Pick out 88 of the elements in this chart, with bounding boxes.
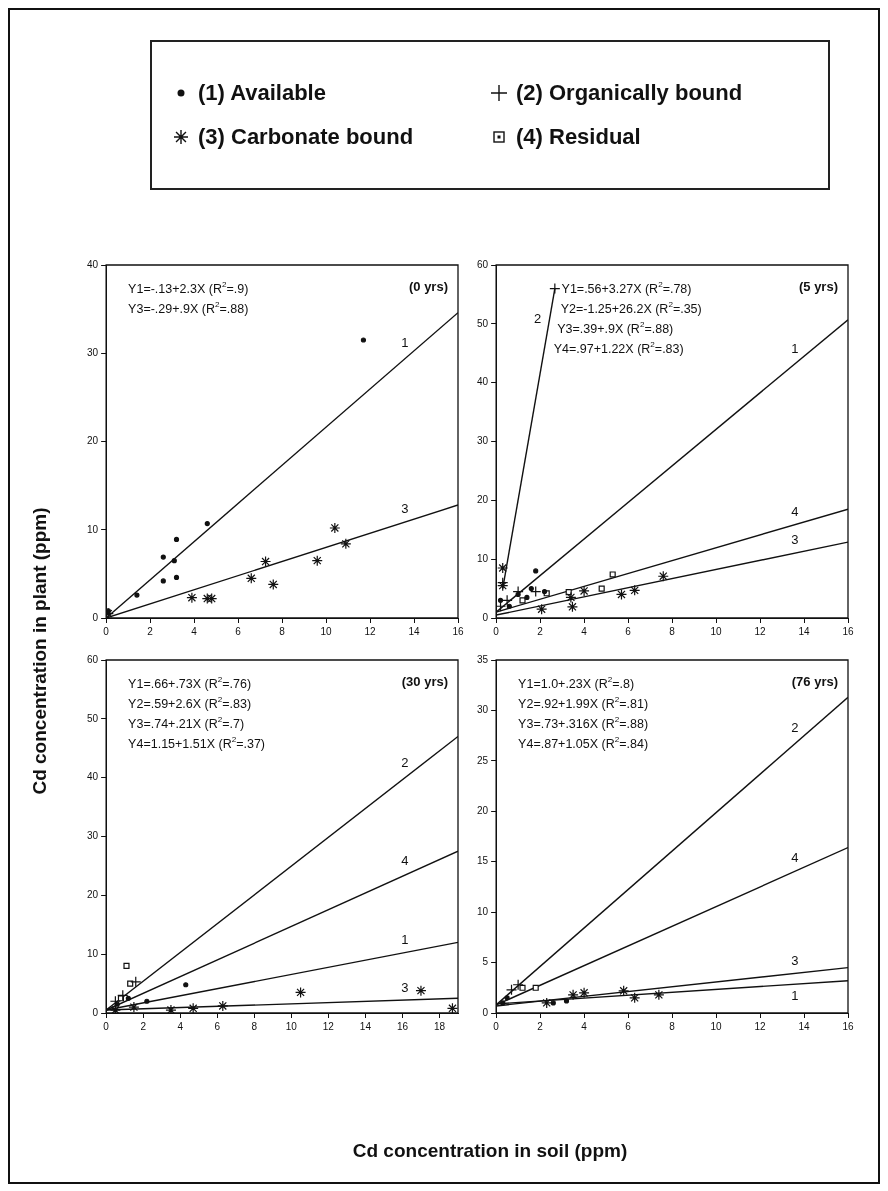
y-tick-label: 25 bbox=[477, 754, 489, 766]
x-tick-label: 6 bbox=[235, 625, 242, 637]
y-tick-label: 10 bbox=[477, 552, 489, 564]
x-tick-label: 10 bbox=[285, 1020, 298, 1032]
series-label: 4 bbox=[401, 853, 409, 869]
y-tick-label: 40 bbox=[87, 771, 99, 783]
y-tick-label: 20 bbox=[87, 889, 99, 901]
series-label: 3 bbox=[401, 500, 409, 516]
series-label: 4 bbox=[791, 503, 799, 519]
y-tick-label: 60 bbox=[477, 258, 489, 270]
y-tick-label: 10 bbox=[87, 947, 99, 959]
y-tick-label: 20 bbox=[477, 494, 489, 506]
x-tick-label: 6 bbox=[214, 1020, 221, 1032]
text: (0 yrs) bbox=[408, 279, 448, 294]
x-tick-label: 14 bbox=[798, 1020, 811, 1032]
series-label: 1 bbox=[401, 931, 409, 947]
legend-label: (4) Residual bbox=[516, 124, 641, 150]
y-tick-label: 40 bbox=[477, 376, 489, 388]
x-tick-label: 16 bbox=[842, 1020, 854, 1032]
y-tick-label: 0 bbox=[92, 1006, 99, 1018]
x-tick-label: 10 bbox=[710, 1020, 723, 1032]
y-tick-label: 30 bbox=[477, 704, 489, 716]
x-tick-label: 10 bbox=[710, 625, 723, 637]
legend-label: (3) Carbonate bound bbox=[198, 124, 414, 150]
text: (30 yrs) bbox=[401, 674, 448, 689]
x-tick-label: 8 bbox=[251, 1020, 258, 1032]
x-tick-label: 4 bbox=[177, 1020, 184, 1032]
x-tick-label: 2 bbox=[537, 625, 544, 637]
y-tick-label: 30 bbox=[477, 435, 489, 447]
y-tick-label: 0 bbox=[92, 611, 99, 623]
legend-label: (2) Organically bound bbox=[516, 80, 743, 106]
x-tick-label: 14 bbox=[408, 625, 421, 637]
x-tick-label: 10 bbox=[320, 625, 333, 637]
x-tick-label: 6 bbox=[625, 625, 632, 637]
text: (5 yrs) bbox=[798, 279, 838, 294]
x-tick-label: 12 bbox=[754, 625, 767, 637]
x-tick-label: 12 bbox=[754, 1020, 767, 1032]
x-tick-label: 16 bbox=[842, 625, 854, 637]
x-tick-label: 2 bbox=[147, 625, 154, 637]
y-tick-label: 50 bbox=[477, 317, 489, 329]
y-tick-label: 10 bbox=[87, 523, 99, 535]
series-label: 1 bbox=[791, 340, 799, 356]
x-tick-label: 12 bbox=[364, 625, 377, 637]
y-tick-label: 0 bbox=[482, 1006, 489, 1018]
y-tick-label: 10 bbox=[477, 905, 489, 917]
y-tick-label: 20 bbox=[87, 435, 99, 447]
x-tick-label: 4 bbox=[191, 625, 198, 637]
series-label: 3 bbox=[791, 952, 799, 968]
text: (76 yrs) bbox=[791, 674, 838, 689]
series-label: 3 bbox=[791, 532, 799, 548]
series-label: 3 bbox=[401, 979, 409, 995]
x-tick-label: 8 bbox=[279, 625, 286, 637]
x-tick-label: 6 bbox=[625, 1020, 632, 1032]
legend-label: (1) Available bbox=[198, 80, 326, 106]
y-tick-label: 5 bbox=[482, 956, 489, 968]
series-label: 1 bbox=[791, 987, 799, 1003]
x-tick-label: 4 bbox=[581, 1020, 588, 1032]
y-tick-label: 20 bbox=[477, 805, 489, 817]
series-label: 1 bbox=[401, 335, 409, 351]
x-tick-label: 18 bbox=[433, 1020, 446, 1032]
y-axis-title: Cd concentration in plant (ppm) bbox=[29, 506, 51, 797]
y-tick-label: 35 bbox=[477, 653, 489, 665]
x-tick-label: 14 bbox=[798, 625, 811, 637]
x-tick-label: 8 bbox=[669, 1020, 676, 1032]
y-tick-label: 30 bbox=[87, 347, 99, 358]
y-tick-label: 50 bbox=[87, 712, 99, 724]
series-label: 4 bbox=[791, 849, 799, 865]
x-tick-label: 8 bbox=[669, 625, 676, 637]
x-tick-label: 16 bbox=[396, 1020, 409, 1032]
x-tick-label: 14 bbox=[359, 1020, 372, 1032]
x-tick-label: 4 bbox=[581, 625, 588, 637]
series-label: 2 bbox=[533, 310, 542, 326]
x-tick-label: 0 bbox=[493, 625, 500, 637]
x-tick-label: 12 bbox=[322, 1020, 335, 1032]
y-tick-label: 40 bbox=[87, 258, 99, 270]
y-tick-label: 15 bbox=[477, 855, 489, 867]
x-tick-label: 2 bbox=[537, 1020, 544, 1032]
y-tick-label: 60 bbox=[87, 653, 99, 665]
x-tick-label: 2 bbox=[140, 1020, 147, 1032]
series-label: 2 bbox=[401, 754, 409, 770]
x-tick-label: 0 bbox=[103, 1020, 110, 1032]
x-axis-title: Cd concentration in soil (ppm) bbox=[351, 1140, 629, 1162]
y-tick-label: 30 bbox=[87, 830, 99, 842]
series-label: 2 bbox=[791, 720, 799, 736]
x-tick-label: 0 bbox=[493, 1020, 500, 1032]
x-tick-label: 16 bbox=[452, 625, 464, 637]
x-tick-label: 0 bbox=[103, 625, 110, 637]
y-tick-label: 0 bbox=[482, 611, 489, 623]
